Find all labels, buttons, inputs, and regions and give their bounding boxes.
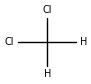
- Text: Cl: Cl: [4, 37, 14, 47]
- Text: H: H: [44, 69, 51, 79]
- Text: H: H: [80, 37, 87, 47]
- Text: Cl: Cl: [43, 5, 52, 15]
